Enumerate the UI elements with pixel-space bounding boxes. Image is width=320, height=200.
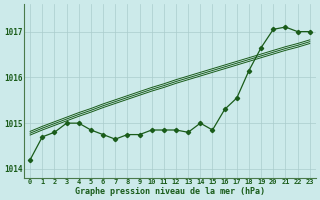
X-axis label: Graphe pression niveau de la mer (hPa): Graphe pression niveau de la mer (hPa) <box>75 187 265 196</box>
